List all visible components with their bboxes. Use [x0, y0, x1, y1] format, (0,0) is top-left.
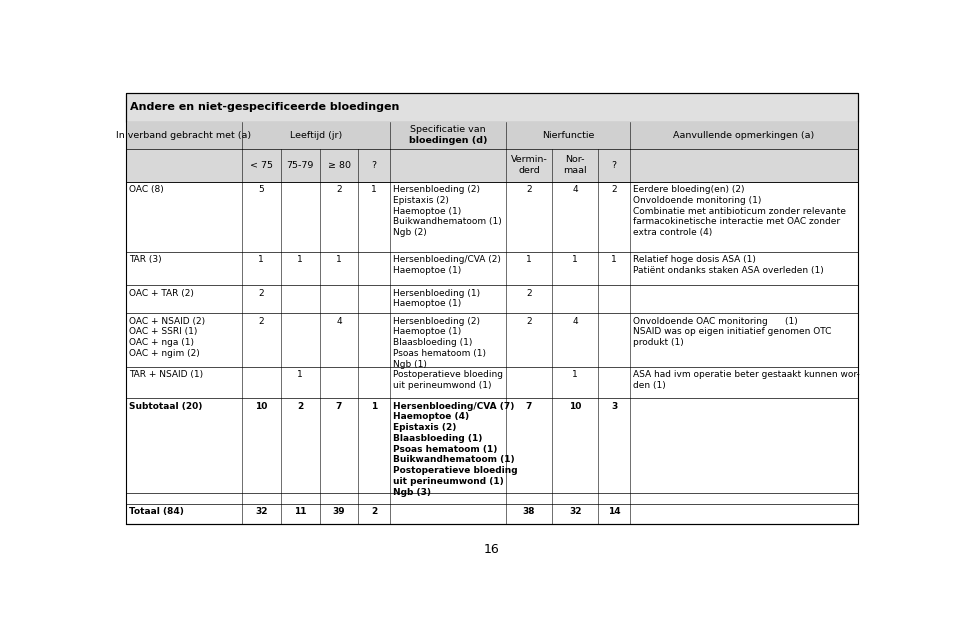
- Text: Aanvullende opmerkingen (a): Aanvullende opmerkingen (a): [673, 131, 815, 139]
- Text: 10: 10: [569, 402, 582, 411]
- Text: 1: 1: [526, 256, 532, 264]
- Text: 38: 38: [523, 507, 536, 516]
- Text: 1: 1: [372, 402, 377, 411]
- Bar: [126, 122, 858, 149]
- Bar: [126, 252, 858, 285]
- Text: 7: 7: [336, 402, 342, 411]
- Text: 1: 1: [298, 370, 303, 379]
- Text: 2: 2: [258, 288, 264, 298]
- Text: Totaal (84): Totaal (84): [129, 507, 183, 516]
- Text: 3: 3: [611, 402, 617, 411]
- Text: TAR (3): TAR (3): [129, 256, 161, 264]
- Text: Nor-
maal: Nor- maal: [564, 155, 588, 175]
- Text: In verband gebracht met (a): In verband gebracht met (a): [116, 131, 252, 139]
- Text: Hersenbloeding/CVA (7)
Haemoptoe (4)
Epistaxis (2)
Blaasbloeding (1)
Psoas hemat: Hersenbloeding/CVA (7) Haemoptoe (4) Epi…: [393, 402, 517, 497]
- Bar: [126, 93, 858, 122]
- Text: bloedingen (d): bloedingen (d): [409, 136, 488, 144]
- Text: ?: ?: [372, 161, 377, 170]
- Text: ASA had ivm operatie beter gestaakt kunnen wor-
den (1): ASA had ivm operatie beter gestaakt kunn…: [633, 370, 859, 390]
- Text: 75-79: 75-79: [286, 161, 314, 170]
- Bar: [126, 398, 858, 493]
- Bar: [126, 314, 858, 367]
- Text: 2: 2: [526, 288, 532, 298]
- Text: ≥ 80: ≥ 80: [327, 161, 350, 170]
- Text: 10: 10: [255, 402, 268, 411]
- Text: 2: 2: [526, 317, 532, 326]
- Text: 1: 1: [258, 256, 264, 264]
- Text: 1: 1: [572, 370, 578, 379]
- Text: 4: 4: [572, 317, 578, 326]
- Text: ?: ?: [612, 161, 616, 170]
- Text: OAC + NSAID (2)
OAC + SSRI (1)
OAC + nga (1)
OAC + ngim (2): OAC + NSAID (2) OAC + SSRI (1) OAC + nga…: [129, 317, 205, 358]
- Text: Hersenbloeding (2)
Epistaxis (2)
Haemoptoe (1)
Buikwandhematoom (1)
Ngb (2): Hersenbloeding (2) Epistaxis (2) Haemopt…: [393, 185, 502, 237]
- Text: 1: 1: [372, 185, 377, 194]
- Text: TAR + NSAID (1): TAR + NSAID (1): [129, 370, 204, 379]
- Text: Hersenbloeding (2)
Haemoptoe (1)
Blaasbloeding (1)
Psoas hematoom (1)
Ngb (1): Hersenbloeding (2) Haemoptoe (1) Blaasbl…: [393, 317, 486, 369]
- Text: 7: 7: [526, 402, 532, 411]
- Text: Subtotaal (20): Subtotaal (20): [129, 402, 203, 411]
- Text: 5: 5: [258, 185, 264, 194]
- Text: 1: 1: [298, 256, 303, 264]
- Text: 1: 1: [572, 256, 578, 264]
- Text: 16: 16: [484, 543, 500, 556]
- Text: 2: 2: [372, 507, 377, 516]
- Bar: [126, 93, 858, 524]
- Text: 2: 2: [336, 185, 342, 194]
- Text: OAC + TAR (2): OAC + TAR (2): [129, 288, 194, 298]
- Text: 39: 39: [333, 507, 346, 516]
- Text: 4: 4: [572, 185, 578, 194]
- Text: 1: 1: [612, 256, 617, 264]
- Text: 2: 2: [258, 317, 264, 326]
- Bar: [126, 148, 858, 182]
- Text: < 75: < 75: [250, 161, 273, 170]
- Bar: [126, 285, 858, 314]
- Text: Onvoldoende OAC monitoring      (1)
NSAID was op eigen initiatief genomen OTC
pr: Onvoldoende OAC monitoring (1) NSAID was…: [633, 317, 831, 347]
- Text: Andere en niet-gespecificeerde bloedingen: Andere en niet-gespecificeerde bloedinge…: [130, 102, 399, 112]
- Text: 2: 2: [612, 185, 617, 194]
- Text: 14: 14: [608, 507, 620, 516]
- Text: 11: 11: [294, 507, 306, 516]
- Text: 1: 1: [336, 256, 342, 264]
- Text: Vermin-
derd: Vermin- derd: [511, 155, 547, 175]
- Text: 32: 32: [255, 507, 268, 516]
- Text: OAC (8): OAC (8): [129, 185, 163, 194]
- Text: Specificatie van: Specificatie van: [410, 125, 486, 134]
- Text: Eerdere bloeding(en) (2)
Onvoldoende monitoring (1)
Combinatie met antibioticum : Eerdere bloeding(en) (2) Onvoldoende mon…: [633, 185, 846, 237]
- Bar: [126, 182, 858, 252]
- Text: 4: 4: [336, 317, 342, 326]
- Bar: [126, 367, 858, 398]
- Text: Nierfunctie: Nierfunctie: [541, 131, 594, 139]
- Text: 32: 32: [569, 507, 582, 516]
- Text: Hersenbloeding/CVA (2)
Haemoptoe (1): Hersenbloeding/CVA (2) Haemoptoe (1): [393, 256, 501, 275]
- Text: Relatief hoge dosis ASA (1)
Patiënt ondanks staken ASA overleden (1): Relatief hoge dosis ASA (1) Patiënt onda…: [633, 256, 824, 275]
- Text: Leeftijd (jr): Leeftijd (jr): [290, 131, 342, 139]
- Text: 2: 2: [297, 402, 303, 411]
- Text: Hersenbloeding (1)
Haemoptoe (1): Hersenbloeding (1) Haemoptoe (1): [393, 288, 480, 309]
- Text: Postoperatieve bloeding
uit perineumwond (1): Postoperatieve bloeding uit perineumwond…: [393, 370, 503, 390]
- Text: 2: 2: [526, 185, 532, 194]
- Bar: [126, 504, 858, 524]
- Bar: [126, 493, 858, 504]
